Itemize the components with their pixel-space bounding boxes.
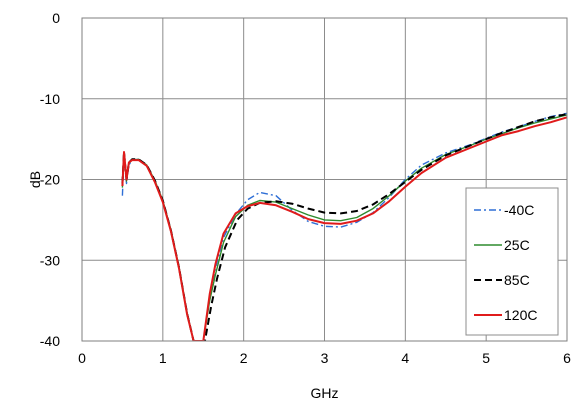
x-tick-label: 5 <box>482 350 490 366</box>
x-tick-label: 4 <box>401 350 409 366</box>
x-tick-label: 1 <box>159 350 167 366</box>
legend-label--40C: -40C <box>504 202 534 218</box>
legend-label-25C: 25C <box>504 237 530 253</box>
y-tick-label: -10 <box>40 91 60 107</box>
legend-label-120C: 120C <box>504 307 537 323</box>
y-tick-label: -40 <box>40 333 60 349</box>
series-line-120C <box>121 116 567 341</box>
x-tick-label: 0 <box>78 350 86 366</box>
x-tick-label: 2 <box>240 350 248 366</box>
legend-box <box>465 187 559 336</box>
series-lines <box>121 112 567 341</box>
x-tick-label: 6 <box>563 350 571 366</box>
y-axis-label: dB <box>27 171 43 188</box>
y-tick-label: -20 <box>40 172 60 188</box>
legend-label-85C: 85C <box>504 272 530 288</box>
tick-labels: 0 1 2 3 4 5 6 0 -10 -20 -30 -40 <box>40 10 571 366</box>
x-tick-label: 3 <box>321 350 329 366</box>
x-axis-label: GHz <box>311 385 339 401</box>
y-tick-label: -30 <box>40 252 60 268</box>
legend: -40C 25C 85C 120C <box>465 187 559 336</box>
plot-area-border <box>81 17 568 342</box>
y-tick-label: 0 <box>52 10 60 26</box>
